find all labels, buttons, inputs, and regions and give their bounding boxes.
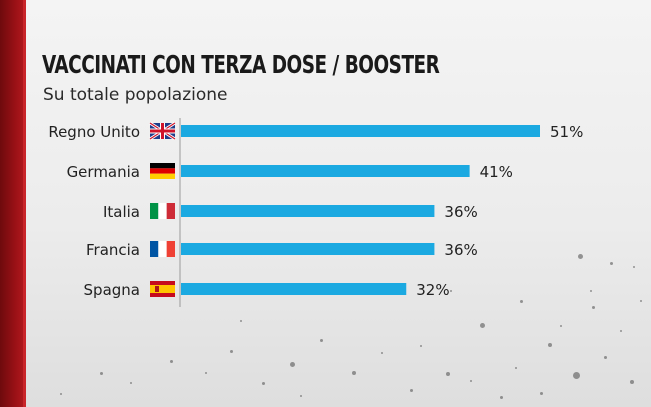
texture-speck bbox=[130, 382, 132, 384]
category-label: Francia bbox=[86, 241, 140, 259]
texture-speck bbox=[205, 372, 207, 374]
texture-speck bbox=[515, 367, 517, 369]
texture-speck bbox=[446, 372, 450, 376]
texture-speck bbox=[300, 395, 302, 397]
texture-speck bbox=[560, 325, 562, 327]
texture-speck bbox=[170, 360, 173, 363]
brand-side-band bbox=[0, 0, 26, 407]
category-label: Regno Unito bbox=[48, 123, 140, 141]
texture-speck bbox=[578, 254, 583, 259]
texture-speck bbox=[573, 372, 580, 379]
texture-speck bbox=[592, 306, 595, 309]
texture-speck bbox=[381, 352, 383, 354]
texture-speck bbox=[470, 380, 472, 382]
flag-germany-icon bbox=[150, 163, 175, 179]
texture-speck bbox=[630, 380, 634, 384]
category-label: Spagna bbox=[84, 281, 140, 299]
flag-uk-icon bbox=[149, 121, 176, 141]
bar bbox=[181, 125, 540, 137]
texture-speck bbox=[100, 372, 103, 375]
texture-speck bbox=[320, 339, 323, 342]
category-label: Italia bbox=[103, 203, 140, 221]
category-label: Germania bbox=[67, 163, 140, 181]
bar bbox=[181, 205, 435, 217]
texture-speck bbox=[450, 290, 452, 292]
value-label: 51% bbox=[550, 123, 583, 141]
value-label: 36% bbox=[444, 203, 477, 221]
texture-speck bbox=[290, 362, 295, 367]
texture-speck bbox=[230, 350, 233, 353]
texture-speck bbox=[548, 343, 552, 347]
bars-layer: Regno Unito 51% Germania 41% Italia 36% Franci… bbox=[48, 118, 583, 307]
bar bbox=[181, 165, 470, 177]
texture-speck bbox=[60, 393, 62, 395]
bar bbox=[181, 243, 435, 255]
bar bbox=[181, 283, 407, 295]
texture-speck bbox=[620, 330, 622, 332]
texture-speck bbox=[640, 300, 642, 302]
texture-speck bbox=[480, 323, 485, 328]
chart-title: VACCINATI CON TERZA DOSE / BOOSTER bbox=[42, 50, 440, 79]
texture-speck bbox=[520, 300, 523, 303]
flag-france-icon bbox=[150, 241, 175, 257]
texture-speck bbox=[420, 345, 422, 347]
value-label: 36% bbox=[444, 241, 477, 259]
flag-spain-icon bbox=[150, 281, 175, 297]
texture-speck bbox=[610, 262, 613, 265]
texture-speck bbox=[540, 392, 543, 395]
value-label: 32% bbox=[416, 281, 449, 299]
texture-speck bbox=[410, 389, 413, 392]
texture-speck bbox=[604, 356, 607, 359]
texture-speck bbox=[633, 266, 635, 268]
texture-speck bbox=[352, 371, 356, 375]
flag-italy-icon bbox=[150, 203, 175, 219]
texture-speck bbox=[590, 290, 592, 292]
texture-speck bbox=[262, 382, 265, 385]
value-label: 41% bbox=[480, 163, 513, 181]
chart-subtitle: Su totale popolazione bbox=[43, 85, 228, 105]
texture-speck bbox=[500, 396, 503, 399]
texture-speck bbox=[240, 320, 242, 322]
